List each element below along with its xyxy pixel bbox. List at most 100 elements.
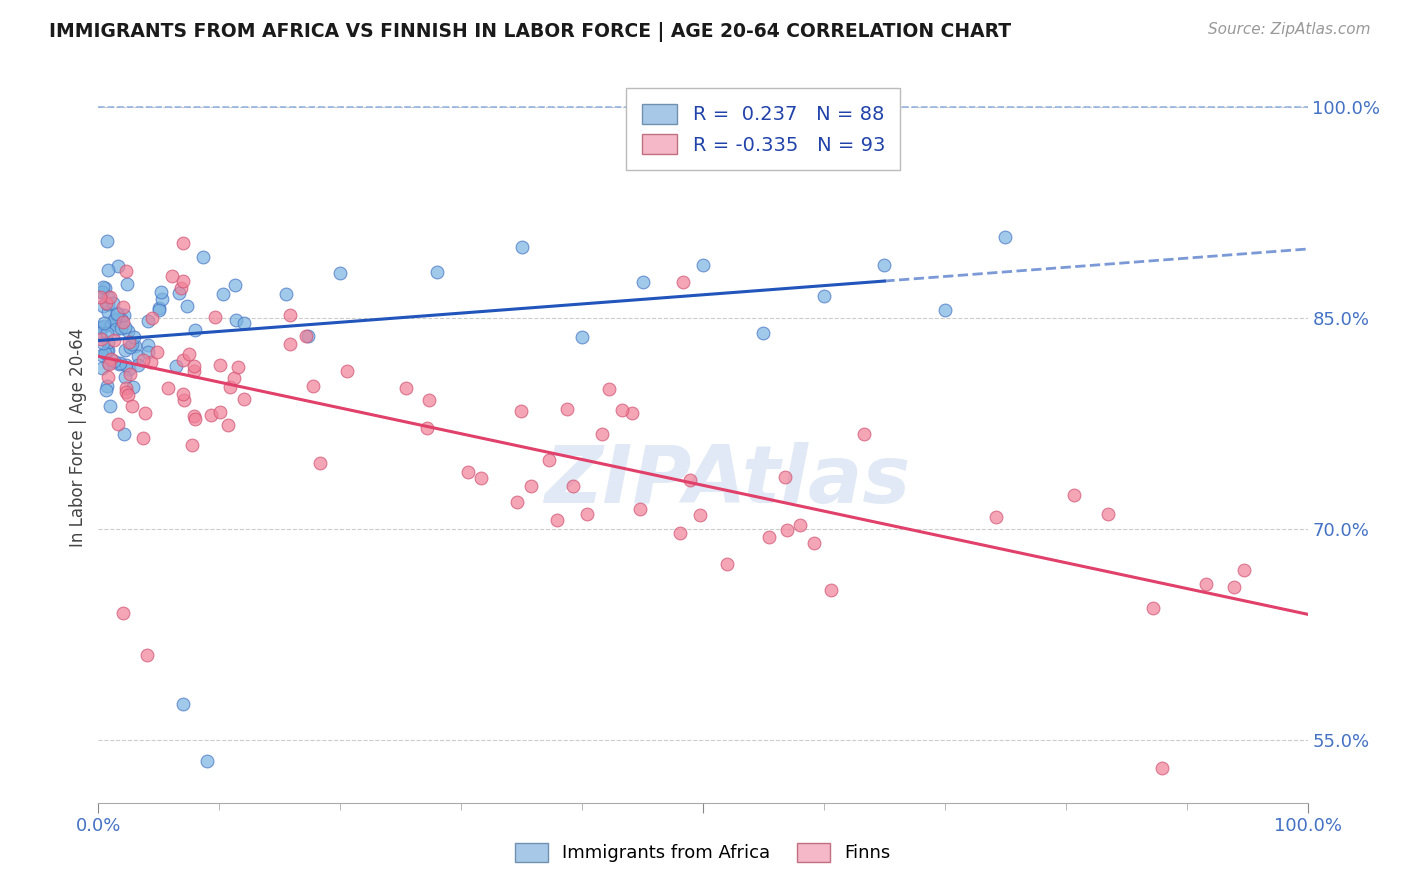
Point <box>1097 507 1119 521</box>
Point <box>176 299 198 313</box>
Point <box>111 300 134 314</box>
Point <box>692 259 714 273</box>
Point <box>302 379 325 393</box>
Point <box>418 393 440 408</box>
Point <box>571 330 593 344</box>
Point <box>118 368 141 382</box>
Point <box>97 369 120 384</box>
Point <box>89 326 111 341</box>
Point <box>165 359 187 373</box>
Point <box>195 754 218 768</box>
Point <box>111 606 134 620</box>
Point <box>295 329 318 343</box>
Point <box>136 338 159 352</box>
Point <box>1223 581 1246 595</box>
Point <box>470 470 492 484</box>
Point <box>91 285 114 299</box>
Point <box>789 518 811 533</box>
Point <box>208 358 231 372</box>
Point <box>124 339 146 353</box>
Point <box>510 404 533 418</box>
Point <box>669 525 692 540</box>
Point <box>103 334 125 348</box>
Point <box>117 388 139 402</box>
Point <box>103 313 125 327</box>
Point <box>93 281 115 295</box>
Point <box>716 557 738 571</box>
Point <box>127 349 149 363</box>
Point <box>94 383 117 397</box>
Point <box>97 297 120 311</box>
Point <box>1194 577 1216 591</box>
Point <box>170 281 193 295</box>
Point <box>90 347 112 361</box>
Point <box>610 403 633 417</box>
Point <box>336 364 359 378</box>
Point <box>96 335 118 350</box>
Point <box>91 279 114 293</box>
Point <box>204 310 226 324</box>
Point <box>139 355 162 369</box>
Point <box>224 370 246 384</box>
Point <box>183 359 205 373</box>
Point <box>118 335 141 350</box>
Point <box>96 343 118 358</box>
Point <box>103 354 125 368</box>
Point <box>853 426 876 441</box>
Point <box>114 264 136 278</box>
Point <box>146 345 169 359</box>
Point <box>114 384 136 399</box>
Point <box>149 285 172 299</box>
Point <box>1152 761 1174 775</box>
Point <box>225 313 247 327</box>
Point <box>93 316 115 330</box>
Point <box>90 319 112 334</box>
Point <box>98 399 121 413</box>
Point <box>278 337 301 351</box>
Legend: Immigrants from Africa, Finns: Immigrants from Africa, Finns <box>508 836 898 870</box>
Point <box>820 582 842 597</box>
Point <box>122 329 145 343</box>
Point <box>114 343 136 358</box>
Point <box>132 431 155 445</box>
Point <box>108 357 131 371</box>
Point <box>98 290 121 304</box>
Point <box>132 353 155 368</box>
Point <box>114 319 136 334</box>
Point <box>107 260 129 274</box>
Text: ZIPAtlas: ZIPAtlas <box>544 442 910 520</box>
Point <box>107 417 129 431</box>
Point <box>180 438 202 452</box>
Point <box>114 370 136 384</box>
Point <box>167 285 190 300</box>
Point <box>150 292 173 306</box>
Point <box>96 379 118 393</box>
Point <box>631 275 654 289</box>
Text: IMMIGRANTS FROM AFRICA VS FINNISH IN LABOR FORCE | AGE 20-64 CORRELATION CHART: IMMIGRANTS FROM AFRICA VS FINNISH IN LAB… <box>49 22 1011 42</box>
Point <box>114 427 136 442</box>
Point <box>90 333 112 347</box>
Point <box>90 285 112 300</box>
Point <box>679 473 702 487</box>
Point <box>591 426 613 441</box>
Point <box>172 236 194 251</box>
Point <box>208 405 231 419</box>
Point <box>105 321 128 335</box>
Point <box>122 380 145 394</box>
Point <box>984 509 1007 524</box>
Point <box>110 355 132 369</box>
Point <box>97 290 120 304</box>
Point <box>117 277 139 291</box>
Point <box>97 357 120 371</box>
Point <box>555 401 578 416</box>
Point <box>628 502 651 516</box>
Point <box>97 356 120 370</box>
Point <box>226 360 249 375</box>
Point <box>156 381 179 395</box>
Point <box>1142 601 1164 615</box>
Point <box>598 382 620 396</box>
Point <box>148 301 170 315</box>
Point <box>112 308 135 322</box>
Point <box>224 278 246 293</box>
Point <box>395 381 418 395</box>
